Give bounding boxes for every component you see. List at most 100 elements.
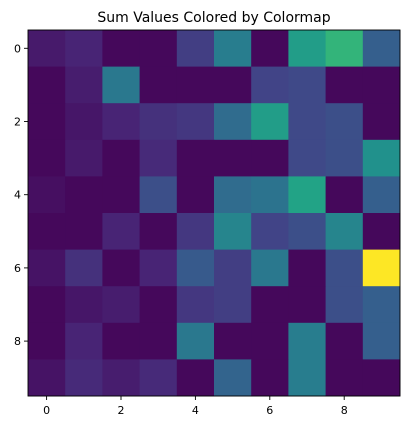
heatmap-cell-r5-c8 bbox=[325, 213, 364, 250]
heatmap-cell-r4-c0 bbox=[28, 176, 66, 214]
heatmap-cell-r7-c2 bbox=[102, 286, 140, 324]
heatmap-cell-r6-c7 bbox=[288, 249, 326, 287]
heatmap-cell-r1-c2 bbox=[102, 66, 140, 104]
heatmap-cell-r0-c3 bbox=[139, 30, 178, 67]
heatmap-cell-r7-c1 bbox=[65, 286, 103, 324]
heatmap-cell-r7-c0 bbox=[28, 286, 66, 324]
heatmap-cell-r1-c3 bbox=[139, 66, 178, 104]
y-axis: 0 2 4 6 8 bbox=[14, 42, 28, 348]
heatmap-cell-r9-c5 bbox=[214, 359, 252, 397]
heatmap-cell-r6-c6 bbox=[251, 249, 289, 287]
heatmap-cell-r2-c3 bbox=[139, 103, 178, 141]
heatmap-cell-r8-c1 bbox=[65, 322, 103, 360]
heatmap-cell-r8-c5 bbox=[214, 322, 252, 360]
heatmap-cell-r5-c1 bbox=[65, 213, 103, 250]
heatmap-cell-r3-c9 bbox=[362, 139, 401, 177]
axes-frame bbox=[27, 29, 401, 397]
heatmap-cell-r2-c7 bbox=[288, 103, 326, 141]
heatmap-cell-r4-c6 bbox=[251, 176, 289, 214]
heatmap-cell-r1-c6 bbox=[251, 66, 289, 104]
heatmap-cell-r7-c4 bbox=[176, 286, 215, 324]
heatmap-cell-r1-c8 bbox=[325, 66, 364, 104]
heatmap-cell-r9-c8 bbox=[325, 359, 364, 397]
heatmap-cell-r4-c5 bbox=[214, 176, 252, 214]
heatmap-cell-r2-c6 bbox=[251, 103, 289, 141]
heatmap-cell-r5-c0 bbox=[28, 213, 66, 250]
heatmap-cell-r8-c7 bbox=[288, 322, 326, 360]
y-tick-label-8: 8 bbox=[14, 335, 21, 348]
y-tick-label-4: 4 bbox=[14, 189, 21, 202]
heatmap-cell-r2-c4 bbox=[176, 103, 215, 141]
heatmap-cell-r9-c2 bbox=[102, 359, 140, 397]
y-tick-label-0: 0 bbox=[14, 42, 21, 55]
heatmap-cell-r4-c2 bbox=[102, 176, 140, 214]
heatmap-cell-r0-c0 bbox=[28, 30, 66, 67]
heatmap-cell-r2-c5 bbox=[214, 103, 252, 141]
heatmap-cell-r3-c6 bbox=[251, 139, 289, 177]
heatmap-cell-r4-c8 bbox=[325, 176, 364, 214]
heatmap-cell-r1-c1 bbox=[65, 66, 103, 104]
heatmap-cell-r9-c1 bbox=[65, 359, 103, 397]
heatmap-cell-r0-c9 bbox=[362, 30, 401, 67]
heatmap-cell-r9-c0 bbox=[28, 359, 66, 397]
heatmap-cell-r2-c9 bbox=[362, 103, 401, 141]
heatmap-cell-r0-c2 bbox=[102, 30, 140, 67]
y-tick-label-6: 6 bbox=[14, 262, 21, 275]
heatmap-cell-r3-c4 bbox=[176, 139, 215, 177]
heatmap-cell-r9-c9 bbox=[362, 359, 401, 397]
x-axis: 0 2 4 6 8 bbox=[43, 396, 348, 417]
x-tick-label-4: 4 bbox=[192, 404, 199, 417]
heatmap-cell-r9-c6 bbox=[251, 359, 289, 397]
heatmap-cell-r6-c1 bbox=[65, 249, 103, 287]
heatmap-cell-r7-c3 bbox=[139, 286, 178, 324]
heatmap-cells bbox=[28, 30, 401, 397]
heatmap-cell-r3-c3 bbox=[139, 139, 178, 177]
heatmap-cell-r5-c9 bbox=[362, 213, 401, 250]
heatmap-cell-r5-c6 bbox=[251, 213, 289, 250]
heatmap-cell-r4-c3 bbox=[139, 176, 178, 214]
heatmap-cell-r6-c0 bbox=[28, 249, 66, 287]
heatmap-cell-r2-c1 bbox=[65, 103, 103, 141]
heatmap-cell-r8-c9 bbox=[362, 322, 401, 360]
heatmap-cell-r8-c0 bbox=[28, 322, 66, 360]
heatmap-cell-r5-c5 bbox=[214, 213, 252, 250]
heatmap-cell-r3-c0 bbox=[28, 139, 66, 177]
heatmap-cell-r0-c6 bbox=[251, 30, 289, 67]
heatmap-cell-r5-c7 bbox=[288, 213, 326, 250]
heatmap-cell-r8-c6 bbox=[251, 322, 289, 360]
heatmap-cell-r6-c9 bbox=[362, 249, 401, 287]
heatmap-cell-r6-c4 bbox=[176, 249, 215, 287]
heatmap-cell-r3-c7 bbox=[288, 139, 326, 177]
heatmap-cell-r1-c7 bbox=[288, 66, 326, 104]
heatmap-cell-r2-c0 bbox=[28, 103, 66, 141]
heatmap-cell-r4-c7 bbox=[288, 176, 326, 214]
heatmap-cell-r3-c8 bbox=[325, 139, 364, 177]
heatmap-cell-r1-c9 bbox=[362, 66, 401, 104]
heatmap-cell-r8-c3 bbox=[139, 322, 178, 360]
heatmap-cell-r2-c8 bbox=[325, 103, 364, 141]
x-tick-label-8: 8 bbox=[341, 404, 348, 417]
heatmap-cell-r9-c3 bbox=[139, 359, 178, 397]
y-tick-label-2: 2 bbox=[14, 116, 21, 129]
heatmap-cell-r8-c2 bbox=[102, 322, 140, 360]
heatmap-cell-r0-c7 bbox=[288, 30, 326, 67]
x-tick-label-2: 2 bbox=[118, 404, 125, 417]
heatmap-cell-r7-c5 bbox=[214, 286, 252, 324]
x-tick-label-6: 6 bbox=[266, 404, 273, 417]
heatmap-cell-r1-c5 bbox=[214, 66, 252, 104]
x-tick-label-0: 0 bbox=[43, 404, 50, 417]
heatmap-cell-r7-c7 bbox=[288, 286, 326, 324]
heatmap-cell-r5-c3 bbox=[139, 213, 178, 250]
heatmap-cell-r4-c9 bbox=[362, 176, 401, 214]
heatmap-cell-r6-c5 bbox=[214, 249, 252, 287]
heatmap-cell-r3-c5 bbox=[214, 139, 252, 177]
heatmap-cell-r6-c8 bbox=[325, 249, 364, 287]
heatmap-cell-r3-c1 bbox=[65, 139, 103, 177]
heatmap-cell-r5-c2 bbox=[102, 213, 140, 250]
heatmap-cell-r0-c1 bbox=[65, 30, 103, 67]
heatmap-cell-r0-c5 bbox=[214, 30, 252, 67]
heatmap-cell-r2-c2 bbox=[102, 103, 140, 141]
heatmap-cell-r7-c8 bbox=[325, 286, 364, 324]
